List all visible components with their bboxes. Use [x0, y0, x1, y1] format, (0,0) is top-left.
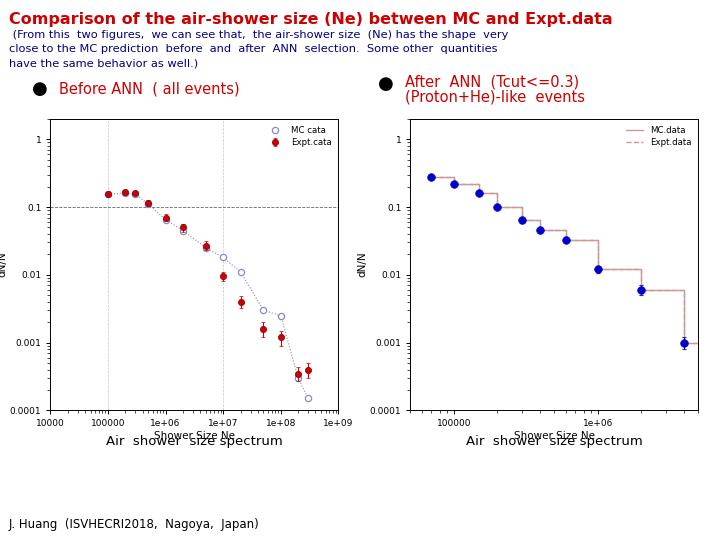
MC cata [276, 312, 285, 319]
MC cata [179, 227, 187, 234]
MC cata [304, 395, 312, 402]
Text: (From this  two figures,  we can see that,  the air-shower size  (Ne) has the sh: (From this two figures, we can see that,… [9, 30, 508, 40]
Text: ●: ● [378, 75, 394, 93]
Text: After  ANN  (Tcut<=0.3): After ANN (Tcut<=0.3) [405, 75, 579, 90]
Line: MC cata: MC cata [105, 190, 312, 402]
Y-axis label: dN/N: dN/N [357, 252, 367, 278]
Text: Air  shower  size spectrum: Air shower size spectrum [106, 435, 283, 448]
Text: Air  shower  size spectrum: Air shower size spectrum [466, 435, 643, 448]
MC cata [144, 201, 153, 207]
X-axis label: Shower Size Ne: Shower Size Ne [154, 431, 235, 441]
MC.data [536, 227, 545, 233]
MC.data [680, 339, 689, 346]
Line: MC.data: MC.data [431, 177, 720, 342]
MC.data [427, 173, 436, 180]
Expt.data [449, 180, 458, 187]
MC cata [259, 307, 268, 314]
MC cata [236, 269, 245, 275]
Text: J. Huang  (ISVHECRI2018,  Nagoya,  Japan): J. Huang (ISVHECRI2018, Nagoya, Japan) [9, 518, 259, 531]
Text: Before ANN  ( all events): Before ANN ( all events) [59, 82, 240, 97]
Expt.data [680, 339, 689, 346]
Expt.data [427, 173, 436, 180]
Y-axis label: dN/N: dN/N [0, 252, 7, 278]
MC.data [593, 266, 602, 273]
MC cata [161, 217, 170, 223]
MC cata [294, 375, 302, 381]
Text: Comparison of the air-shower size (Ne) between MC and Expt.data: Comparison of the air-shower size (Ne) b… [9, 12, 612, 27]
Legend: MC.data, Expt.data: MC.data, Expt.data [624, 123, 694, 150]
MC cata [219, 254, 228, 261]
X-axis label: Shower Size Ne: Shower Size Ne [514, 431, 595, 441]
Expt.data [562, 237, 570, 243]
MC cata [202, 245, 210, 251]
MC cata [131, 191, 140, 197]
Text: have the same behavior as well.): have the same behavior as well.) [9, 59, 198, 69]
MC.data [492, 204, 501, 210]
MC.data [449, 180, 458, 187]
Line: Expt.data: Expt.data [431, 177, 720, 342]
Expt.data [492, 204, 501, 210]
Expt.data [593, 266, 602, 273]
Expt.data [636, 287, 645, 293]
Legend: MC cata, Expt.cata: MC cata, Expt.cata [264, 123, 334, 150]
Expt.data [536, 227, 545, 233]
MC cata [121, 190, 130, 197]
MC.data [636, 287, 645, 293]
Expt.data [518, 217, 527, 223]
MC.data [562, 237, 570, 243]
Text: (Proton+He)-like  events: (Proton+He)-like events [405, 90, 585, 105]
Expt.data [474, 190, 483, 197]
MC cata [104, 191, 112, 197]
Text: ●: ● [32, 80, 48, 98]
MC.data [474, 190, 483, 197]
Text: close to the MC prediction  before  and  after  ANN  selection.  Some other  qua: close to the MC prediction before and af… [9, 44, 497, 55]
MC.data [518, 217, 527, 223]
